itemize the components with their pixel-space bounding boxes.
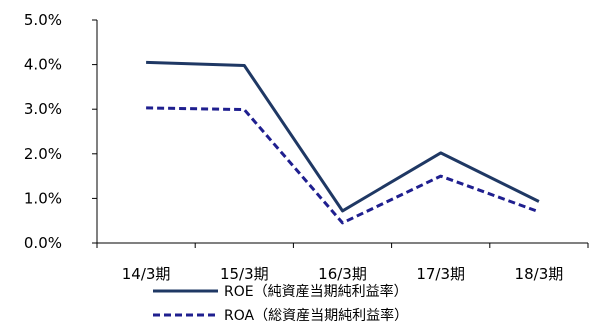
y-tick-label: 3.0% — [24, 100, 62, 118]
y-tick-label: 1.0% — [24, 189, 62, 207]
legend-label: ROA（総資産当期純利益率） — [224, 307, 408, 323]
legend: ROE（純資産当期純利益率） ROA（総資産当期純利益率） — [153, 283, 408, 323]
y-tick-label: 0.0% — [24, 234, 62, 252]
y-tick-label: 2.0% — [24, 145, 62, 163]
y-tick-label: 4.0% — [24, 56, 62, 74]
x-tick-label: 18/3期 — [515, 265, 564, 283]
series-line-roe — [146, 60, 540, 213]
series-lines — [146, 60, 540, 225]
x-tick-labels: 14/3期 15/3期 16/3期 17/3期 18/3期 — [122, 265, 563, 283]
x-tick-label: 15/3期 — [220, 265, 269, 283]
legend-label: ROE（純資産当期純利益率） — [224, 283, 408, 300]
y-tick-label: 5.0% — [24, 11, 62, 29]
x-tick-label: 17/3期 — [416, 265, 465, 283]
x-tick-label: 16/3期 — [318, 265, 367, 283]
x-tick-label: 14/3期 — [122, 265, 171, 283]
axes: 0.0% 1.0% 2.0% 3.0% 4.0% 5.0% — [24, 11, 589, 252]
series-line-roa — [146, 106, 540, 225]
